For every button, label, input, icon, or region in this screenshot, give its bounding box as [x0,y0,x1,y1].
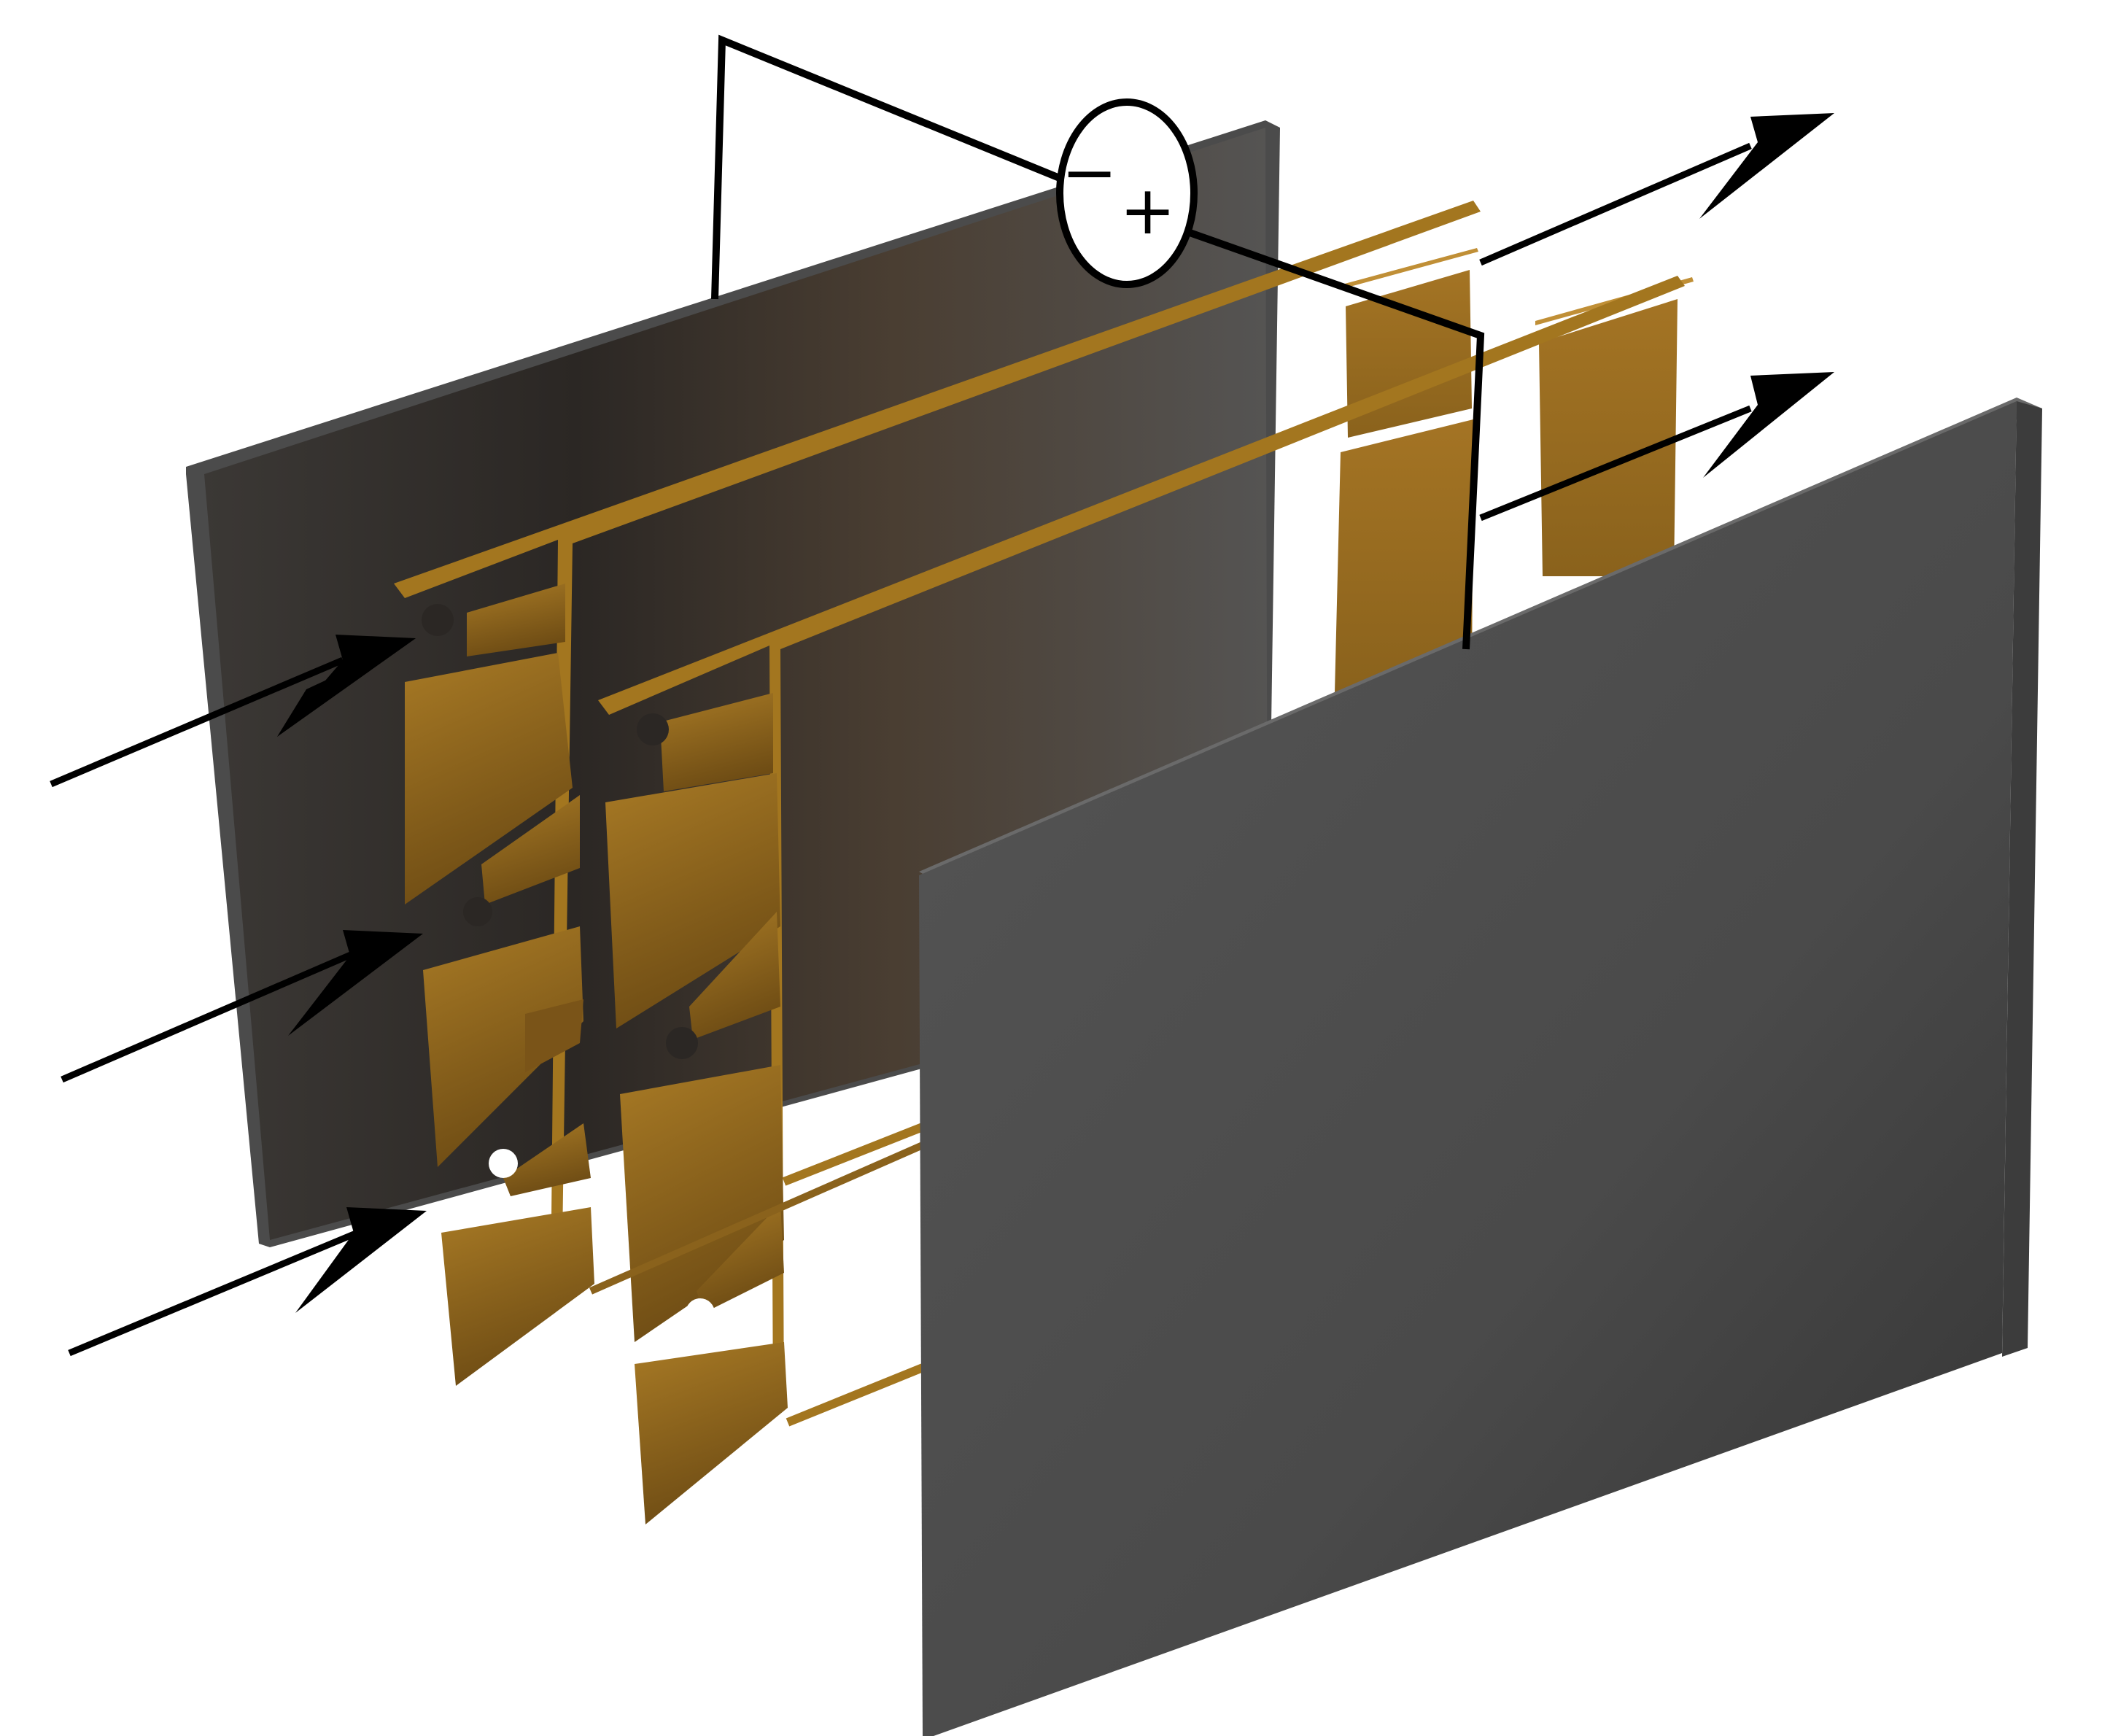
power-source-circle [1056,98,1198,288]
plus-sign: + [1120,171,1176,249]
front-plate-side-edge [2002,401,2042,1357]
inflow-arrow-3 [68,1207,427,1357]
outflow-arrow-1 [1479,113,1834,266]
flow-in-arrows [50,635,427,1357]
wire-negative [711,34,1063,300]
outflow-arrow-2 [1479,372,1834,522]
electrode-frame-2 [589,276,1685,1524]
frame-2-top-rail [598,276,1685,1411]
external-circuit [711,34,1485,650]
flow-out-arrows [1479,113,1834,522]
wire-positive [1180,226,1485,650]
power-source: − + [1056,98,1198,288]
inflow-arrow-2 [61,930,423,1083]
front-plate [919,398,2042,1736]
electrode-frame-1 [394,201,1481,1386]
front-plate-face [919,401,2017,1736]
inflow-arrow-1 [50,635,416,788]
minus-sign: − [1061,133,1117,212]
